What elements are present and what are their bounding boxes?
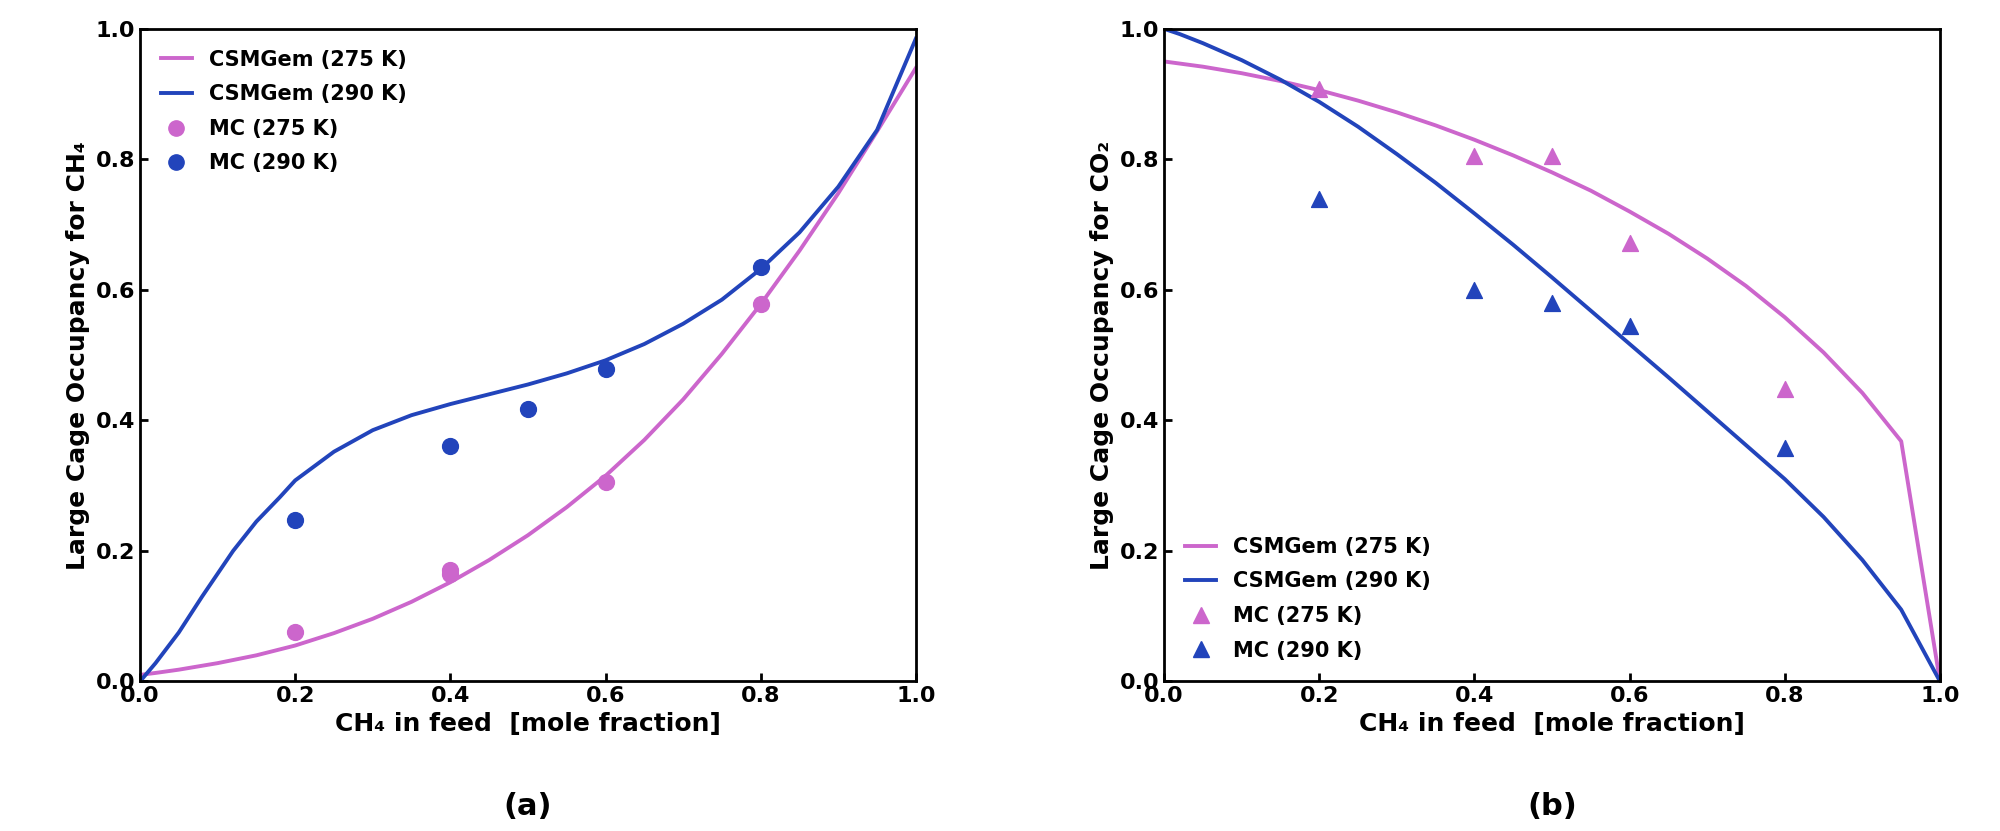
Point <box>744 260 776 273</box>
Point <box>1536 297 1568 310</box>
Y-axis label: Large Cage Occupancy for CH₄: Large Cage Occupancy for CH₄ <box>66 140 90 569</box>
Point <box>1614 319 1646 332</box>
Point <box>1768 441 1800 455</box>
X-axis label: CH₄ in feed  [mole fraction]: CH₄ in feed [mole fraction] <box>334 712 720 735</box>
Point <box>744 297 776 311</box>
Point <box>1614 236 1646 249</box>
Point <box>280 513 312 526</box>
Point <box>590 475 622 489</box>
Point <box>1536 150 1568 163</box>
Point <box>434 567 466 580</box>
Point <box>1304 192 1336 205</box>
Point <box>1458 283 1490 297</box>
Point <box>512 402 544 416</box>
Point <box>434 563 466 577</box>
Point <box>1304 82 1336 96</box>
X-axis label: CH₄ in feed  [mole fraction]: CH₄ in feed [mole fraction] <box>1360 712 1746 735</box>
Point <box>1768 382 1800 396</box>
Legend: CSMGem (275 K), CSMGem (290 K), MC (275 K), MC (290 K): CSMGem (275 K), CSMGem (290 K), MC (275 … <box>1174 526 1442 671</box>
Text: (a): (a) <box>504 793 552 821</box>
Y-axis label: Large Cage Occupancy for CO₂: Large Cage Occupancy for CO₂ <box>1090 140 1114 570</box>
Legend: CSMGem (275 K), CSMGem (290 K), MC (275 K), MC (290 K): CSMGem (275 K), CSMGem (290 K), MC (275 … <box>150 39 416 184</box>
Point <box>1458 150 1490 163</box>
Point <box>434 440 466 453</box>
Text: (b): (b) <box>1528 793 1576 821</box>
Point <box>280 626 312 639</box>
Point <box>590 363 622 376</box>
